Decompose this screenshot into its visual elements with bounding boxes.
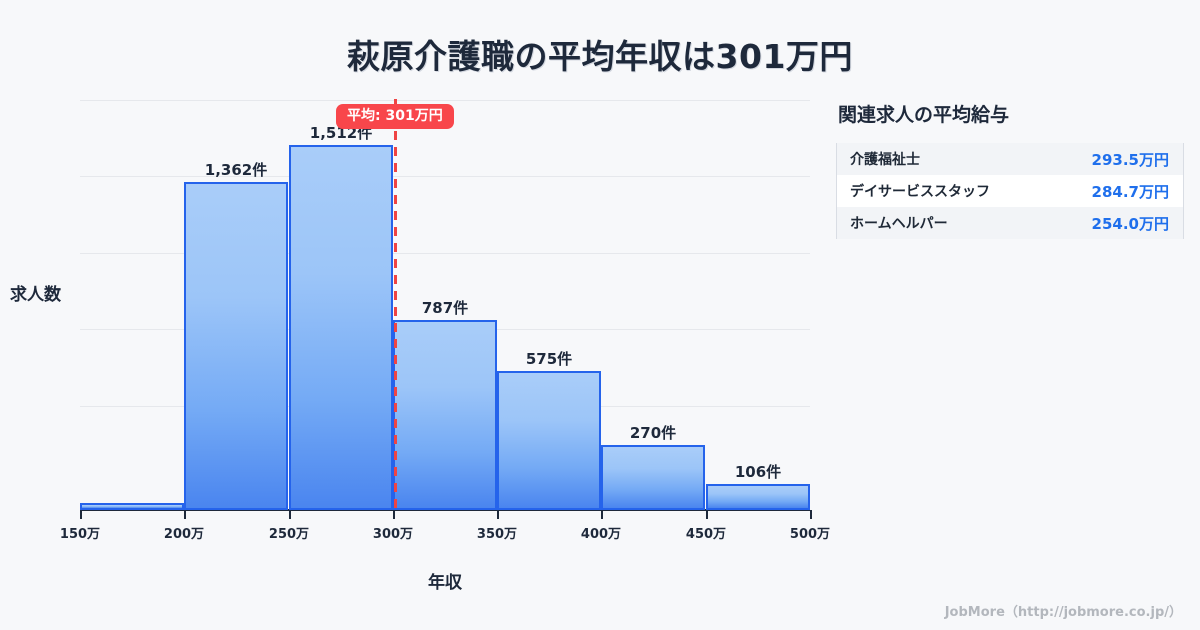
bar-value-label: 787件 (421, 299, 469, 317)
average-badge: 平均: 301万円 (336, 104, 454, 129)
x-tick-label: 350万 (476, 527, 518, 542)
x-axis-title: 年収 (428, 573, 462, 593)
axis-tick (706, 510, 708, 519)
x-tick-label: 250万 (268, 527, 310, 542)
related-job-row[interactable]: 介護福祉士 293.5万円 (837, 143, 1183, 175)
x-tick-label: 300万 (372, 527, 414, 542)
x-tick-label: 200万 (163, 527, 205, 542)
related-job-label: ホームヘルパー (850, 216, 948, 232)
axis-tick (810, 510, 812, 519)
x-axis-baseline (80, 509, 810, 511)
x-tick-label: 450万 (685, 527, 727, 542)
bar-value-label: 1,362件 (204, 161, 268, 179)
footer-credit: JobMore（http://jobmore.co.jp/） (944, 605, 1182, 620)
y-axis-title: 求人数 (10, 285, 61, 305)
bar-value-label: 106件 (734, 463, 782, 481)
related-job-value: 254.0万円 (1091, 214, 1169, 233)
gridline (80, 176, 810, 177)
related-jobs-title: 関連求人の平均給与 (838, 104, 1010, 126)
bar-value-label: 270件 (629, 424, 677, 442)
related-job-label: 介護福祉士 (850, 152, 920, 168)
related-job-label: デイサービススタッフ (850, 184, 990, 200)
axis-tick (601, 510, 603, 519)
x-tick-label: 150万 (59, 527, 101, 542)
related-jobs-table: 介護福祉士 293.5万円デイサービススタッフ 284.7万円ホームヘルパー 254.… (836, 143, 1184, 239)
related-job-value: 284.7万円 (1091, 182, 1169, 201)
related-job-value: 293.5万円 (1091, 150, 1169, 169)
bar[interactable] (497, 371, 601, 510)
x-tick-label: 400万 (580, 527, 622, 542)
related-jobs-panel: 関連求人の平均給与 介護福祉士 293.5万円デイサービススタッフ 284.7万円ホ… (836, 100, 1184, 239)
axis-tick (184, 510, 186, 519)
axis-tick (80, 510, 82, 519)
histogram-chart: 求人数 1,362件 1,512件 787件 575件 270件 106件 150万 200… (10, 99, 830, 593)
axis-tick (497, 510, 499, 519)
bar[interactable] (393, 320, 497, 510)
bar[interactable] (80, 503, 184, 510)
bar[interactable] (601, 445, 705, 510)
bar[interactable] (184, 182, 288, 510)
gridline (80, 100, 810, 101)
axis-tick (393, 510, 395, 519)
gridline (80, 253, 810, 254)
bar[interactable] (706, 484, 810, 510)
average-line (394, 99, 397, 510)
related-job-row[interactable]: デイサービススタッフ 284.7万円 (837, 175, 1183, 207)
x-tick-label: 500万 (789, 527, 831, 542)
plot-area: 1,362件 1,512件 787件 575件 270件 106件 (80, 99, 812, 519)
page-title: 萩原介護職の平均年収は301万円 (347, 37, 853, 76)
bar-value-label: 575件 (525, 350, 573, 368)
axis-tick (289, 510, 291, 519)
bar[interactable] (289, 145, 393, 510)
related-job-row[interactable]: ホームヘルパー 254.0万円 (837, 207, 1183, 239)
